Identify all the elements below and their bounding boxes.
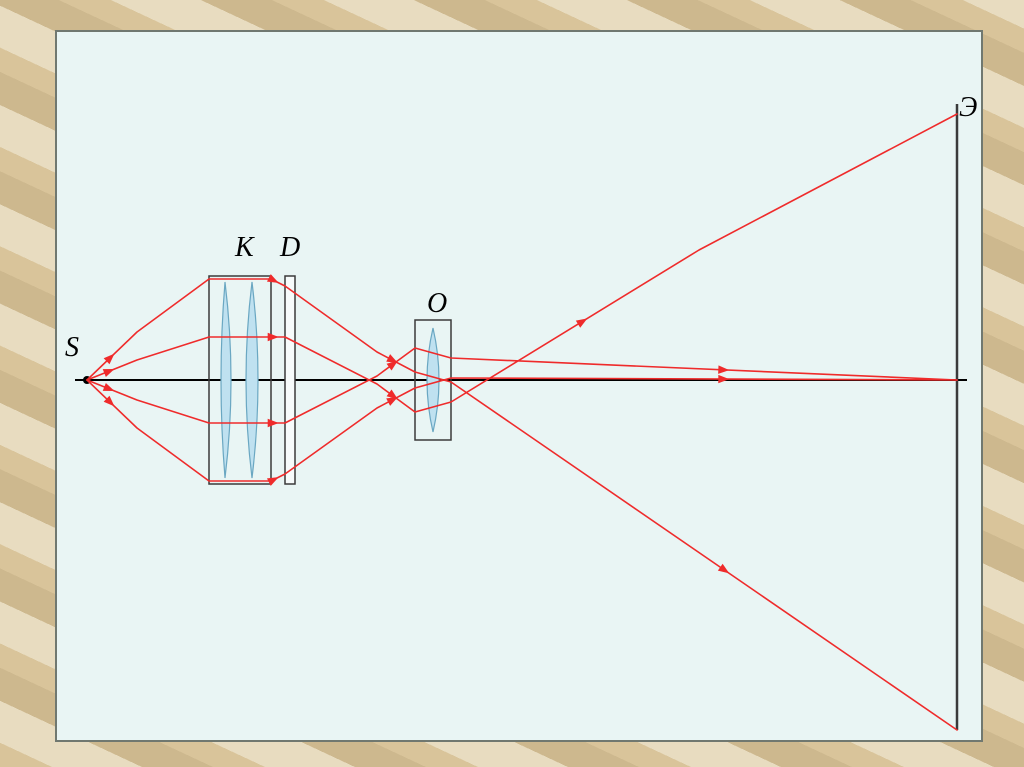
- optics-svg: [57, 32, 985, 744]
- label-D: D: [280, 232, 300, 264]
- diagram-panel: S K D O Э: [55, 30, 983, 742]
- slide-background: S K D O Э: [0, 0, 1024, 767]
- label-S: S: [65, 332, 79, 364]
- label-E: Э: [959, 92, 977, 124]
- label-O: O: [427, 288, 447, 320]
- label-K: K: [235, 232, 254, 264]
